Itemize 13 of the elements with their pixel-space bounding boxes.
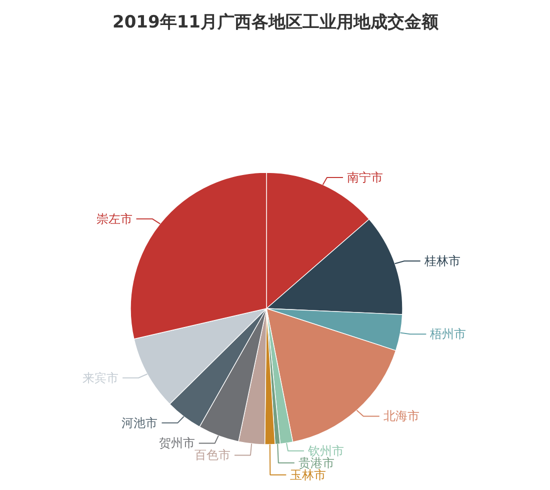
- slice-label: 玉林市: [290, 468, 326, 482]
- slice-label: 河池市: [122, 416, 158, 430]
- slice-label: 南宁市: [347, 170, 383, 184]
- slice-label: 钦州市: [306, 444, 344, 458]
- slice-label: 贺州市: [158, 436, 195, 450]
- slice-label: 百色市: [194, 448, 230, 462]
- slice-label: 北海市: [383, 409, 420, 424]
- slice-label: 崇左市: [96, 212, 132, 226]
- slice-label: 桂林市: [423, 254, 460, 268]
- chart-title: 2019年11月广西各地区工业用地成交金额: [112, 12, 440, 32]
- slice-label: 贵港市: [298, 456, 334, 470]
- slice-label: 梧州市: [429, 327, 466, 342]
- slice-label: 来宾市: [82, 370, 119, 385]
